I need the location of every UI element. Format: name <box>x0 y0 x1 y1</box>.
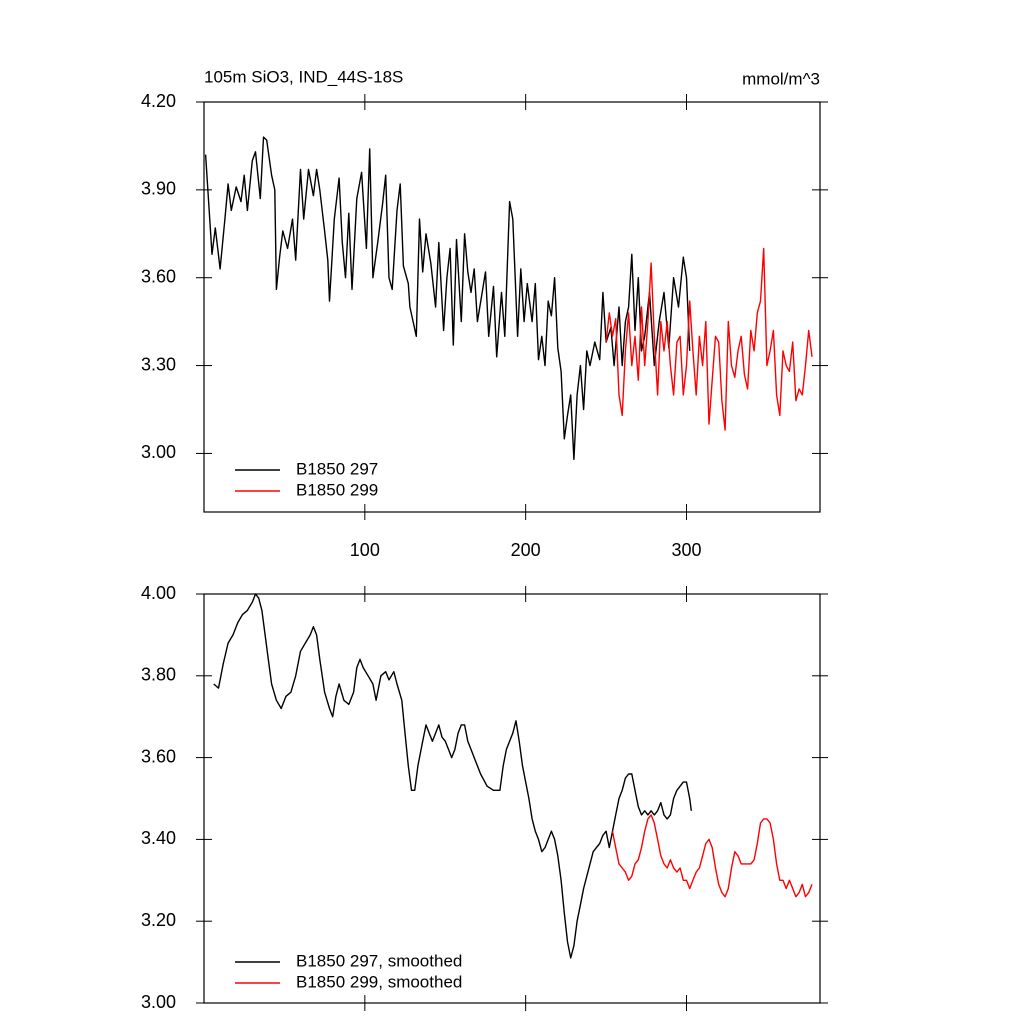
y-tick-label: 4.00 <box>141 583 176 603</box>
y-tick-label: 3.60 <box>141 746 176 766</box>
y-tick-label: 3.40 <box>141 828 176 848</box>
series-line <box>611 814 813 898</box>
y-tick-label: 3.80 <box>141 665 176 685</box>
x-tick-label: 300 <box>671 540 701 560</box>
plot-frame <box>203 101 821 513</box>
y-tick-label: 3.90 <box>141 179 176 199</box>
legend-label: B1850 297, smoothed <box>296 951 462 970</box>
plot-frame <box>203 593 821 1004</box>
y-tick-label: 3.30 <box>141 354 176 374</box>
series-line <box>605 247 813 431</box>
x-tick-label: 200 <box>511 540 541 560</box>
y-tick-label: 3.00 <box>141 442 176 462</box>
y-tick-label: 4.20 <box>141 91 176 111</box>
series-line <box>204 136 691 460</box>
legend-label: B1850 297 <box>296 459 378 478</box>
y-tick-label: 3.20 <box>141 910 176 930</box>
legend-label: B1850 299, smoothed <box>296 972 462 991</box>
chart-title: 105m SiO3, IND_44S-18S <box>204 67 403 86</box>
y-tick-label: 3.60 <box>141 266 176 286</box>
series-line <box>213 593 692 959</box>
legend-label: B1850 299 <box>296 480 378 499</box>
y-tick-label: 3.00 <box>141 992 176 1012</box>
units-label: mmol/m^3 <box>742 69 820 88</box>
x-tick-label: 100 <box>350 540 380 560</box>
